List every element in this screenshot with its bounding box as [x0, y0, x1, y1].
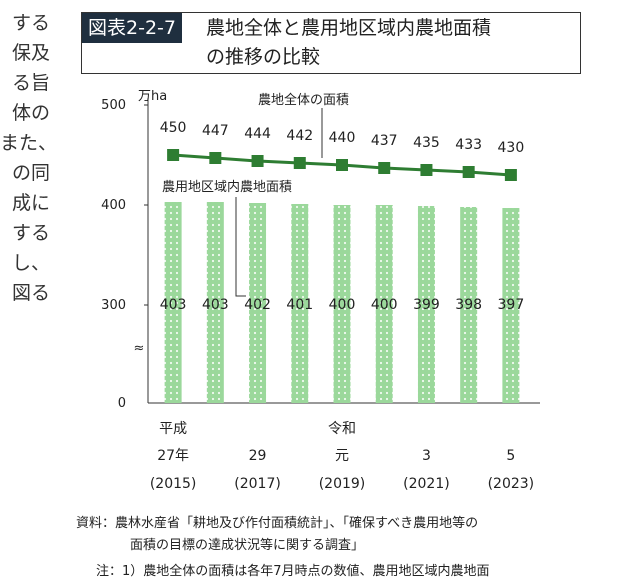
series-label-zone: 農用地区域内農地面積 — [162, 179, 292, 195]
x-western-label: (2015) — [150, 476, 197, 492]
bar-value-label: 398 — [455, 297, 482, 313]
y-tick-label: 300 — [101, 298, 126, 313]
figure-number: 図表2-2-7 — [82, 13, 182, 43]
source-line2: 面積の目標の達成状況等に関する調査」 — [130, 538, 365, 553]
side-text-line: する — [11, 222, 50, 244]
series-label-total: 農地全体の面積 — [258, 92, 349, 108]
x-western-label: (2019) — [319, 476, 366, 492]
x-year-label: 5 — [506, 448, 515, 464]
line-value-label: 433 — [455, 137, 482, 153]
line-value-label: 440 — [329, 130, 356, 146]
bar — [291, 204, 309, 403]
chart: 500 400 300 0 万ha ≈ 403 403 402 401 400 400 399 398 3… — [101, 89, 540, 492]
y-tick-label: 500 — [101, 98, 126, 113]
chart-title-box: 図表2-2-7 農地全体と農用地区域内農地面積 の推移の比較 — [81, 12, 581, 74]
line-point — [378, 162, 391, 174]
line-value-label: 450 — [160, 120, 187, 136]
side-text-line: る旨 — [11, 72, 50, 94]
line-point — [336, 159, 348, 171]
bar — [417, 206, 435, 403]
callout-line — [235, 197, 246, 297]
y-tick-label: 0 — [118, 396, 126, 411]
bar — [375, 205, 393, 403]
x-year-label: 29 — [249, 448, 267, 464]
line-point — [504, 169, 517, 181]
line-point — [209, 152, 222, 164]
line-value-label: 430 — [498, 140, 525, 156]
axis-break-icon: ≈ — [134, 341, 145, 356]
side-text-line: の同 — [11, 162, 50, 184]
unit-label: 万ha — [138, 89, 167, 104]
bar-value-label: 399 — [413, 297, 440, 313]
line-point — [462, 166, 475, 178]
chart-title-line2: の推移の比較 — [206, 46, 321, 68]
bar-value-label: 401 — [286, 297, 313, 313]
source: 資料：農林水産省「耕地及び作付面積統計」、「確保すべき農用地等の 面積の目標の達… — [76, 513, 478, 557]
line-value-label: 447 — [202, 123, 229, 139]
bar — [460, 207, 478, 403]
line-point — [167, 149, 180, 161]
x-western-label: (2017) — [234, 476, 281, 492]
bar-value-label: 400 — [371, 297, 398, 313]
note: 注：1）農地全体の面積は各年7月時点の数値、農用地区域内農地面 — [96, 564, 490, 579]
side-text-line: 図る — [11, 282, 50, 304]
chart-title-line1: 農地全体と農用地区域内農地面積 — [206, 17, 492, 39]
bar-value-label: 397 — [498, 297, 525, 313]
bar — [249, 203, 267, 403]
bar-value-label: 403 — [202, 297, 229, 313]
line-value-label: 435 — [413, 135, 440, 151]
side-text-line: し、 — [11, 252, 50, 274]
side-text-line: また、 — [0, 132, 50, 154]
bar — [502, 208, 520, 403]
x-western-label: (2021) — [403, 476, 450, 492]
side-text-line: 保及 — [11, 42, 50, 64]
line-value-label: 437 — [371, 133, 398, 149]
line-value-label: 442 — [286, 128, 313, 144]
side-text-line: 成に — [11, 192, 50, 214]
bar-value-label: 402 — [244, 297, 271, 313]
source-line1: 資料：農林水産省「耕地及び作付面積統計」、「確保すべき農用地等の — [76, 516, 479, 531]
x-western-label: (2023) — [488, 476, 535, 492]
line-point — [293, 157, 306, 169]
x-year-label: 27年 — [157, 448, 189, 464]
x-era-label: 平成 — [159, 421, 187, 437]
bar — [206, 202, 224, 403]
x-year-label: 3 — [422, 448, 431, 464]
bar-value-label: 400 — [329, 297, 356, 313]
bar — [164, 202, 182, 403]
bar-value-label: 403 — [160, 297, 187, 313]
bar — [333, 205, 351, 403]
x-era-label: 令和 — [328, 421, 356, 437]
line-value-label: 444 — [244, 126, 271, 142]
side-text-line: する — [11, 12, 50, 34]
line-point — [420, 164, 433, 176]
side-text-line: 体の — [11, 102, 50, 124]
x-year-label: 元 — [335, 448, 349, 464]
y-tick-label: 400 — [101, 198, 126, 213]
line-point — [251, 155, 264, 167]
